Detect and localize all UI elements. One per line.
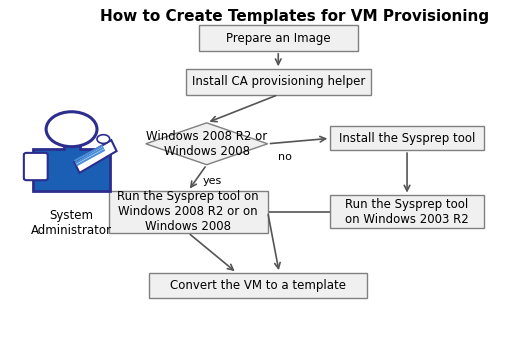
Text: Run the Sysprep tool
on Windows 2003 R2: Run the Sysprep tool on Windows 2003 R2 bbox=[345, 198, 469, 226]
Circle shape bbox=[46, 112, 97, 147]
Circle shape bbox=[97, 135, 110, 143]
FancyBboxPatch shape bbox=[24, 153, 48, 180]
Text: Install CA provisioning helper: Install CA provisioning helper bbox=[191, 75, 365, 88]
Polygon shape bbox=[146, 123, 268, 165]
Text: no: no bbox=[278, 151, 292, 162]
Text: System
Administrator: System Administrator bbox=[31, 209, 112, 237]
FancyBboxPatch shape bbox=[186, 69, 371, 95]
Text: How to Create Templates for VM Provisioning: How to Create Templates for VM Provision… bbox=[100, 9, 489, 24]
FancyBboxPatch shape bbox=[330, 195, 484, 228]
Text: Prepare an Image: Prepare an Image bbox=[226, 32, 331, 45]
Text: Run the Sysprep tool on
Windows 2008 R2 or on
Windows 2008: Run the Sysprep tool on Windows 2008 R2 … bbox=[117, 190, 259, 233]
Polygon shape bbox=[33, 138, 110, 191]
Polygon shape bbox=[74, 140, 117, 173]
FancyBboxPatch shape bbox=[149, 273, 367, 298]
FancyBboxPatch shape bbox=[109, 191, 268, 233]
Text: Windows 2008 R2 or
Windows 2008: Windows 2008 R2 or Windows 2008 bbox=[146, 130, 267, 158]
Text: Convert the VM to a template: Convert the VM to a template bbox=[170, 279, 346, 292]
Text: Install the Sysprep tool: Install the Sysprep tool bbox=[339, 132, 475, 145]
FancyBboxPatch shape bbox=[330, 126, 484, 150]
FancyBboxPatch shape bbox=[199, 25, 358, 51]
Text: yes: yes bbox=[202, 176, 222, 186]
